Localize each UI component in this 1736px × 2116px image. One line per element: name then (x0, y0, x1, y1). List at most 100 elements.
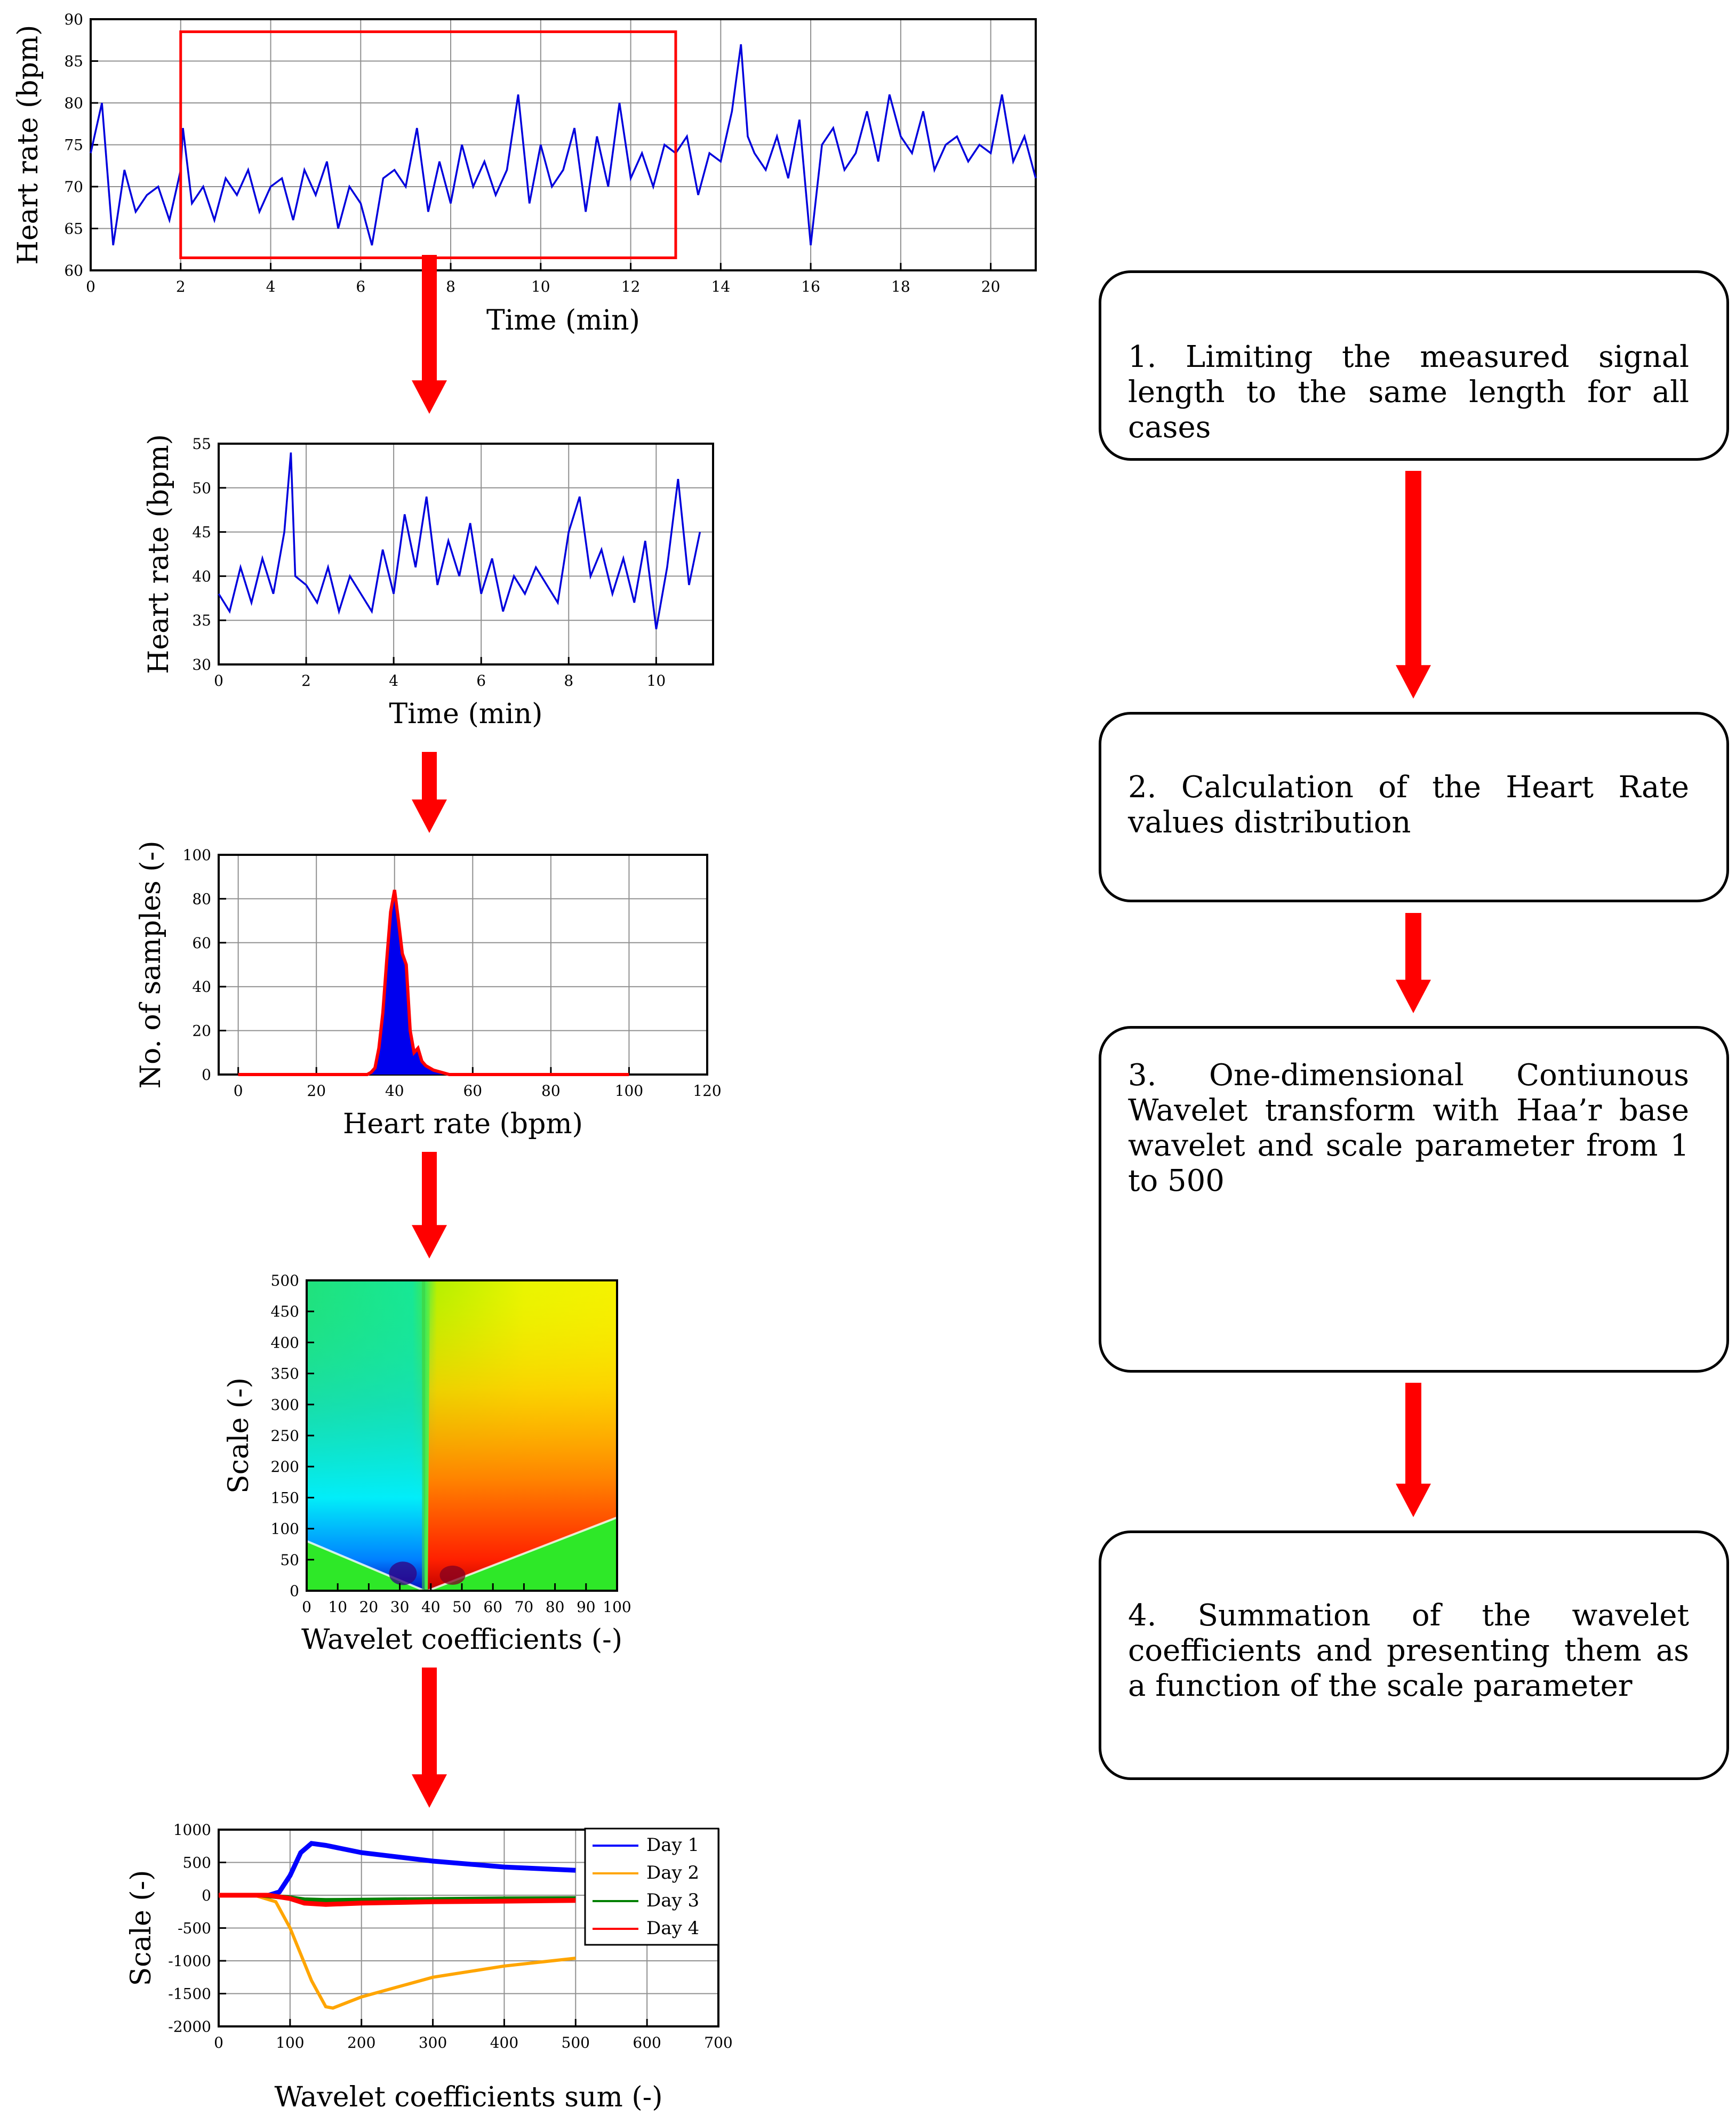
y-tick-label: 500 (271, 1272, 299, 1289)
x-tick-label: 90 (577, 1598, 596, 1616)
step-3-box: 3. One-dimensional Contiunous Wavelet tr… (1099, 1026, 1729, 1373)
plot-frame (218, 443, 714, 666)
x-tick-label: 100 (615, 1082, 643, 1100)
x-tick-label: 4 (389, 672, 398, 690)
y-axis-label: Heart rate (bpm) (143, 434, 175, 674)
legend-label: Day 1 (646, 1834, 699, 1856)
chart-full-heart-rate: 0 2 4 6 8 10 12 14 16 18 20 60 65 70 75 80 85 90 Time (min… (12, 11, 1037, 336)
y-tick-label: 75 (64, 137, 83, 154)
x-tick-label: 20 (307, 1082, 326, 1100)
legend-label: Day 2 (646, 1862, 699, 1883)
legend-box (584, 1828, 719, 1946)
step-4-box: 4. Summation of the wavelet coefficients… (1099, 1530, 1729, 1780)
legend-label: Day 3 (646, 1890, 699, 1911)
chart-distribution: 0 20 40 60 80 100 120 0 20 40 60 80 100 Heart rate (b… (135, 840, 722, 1140)
x-axis-label: Time (min) (389, 698, 543, 730)
x-tick-label: 40 (421, 1598, 441, 1616)
chart-cwt-heatmap: 0 10 20 30 40 50 60 70 80 90 100 0 50 100 150 200 250 300… (223, 1272, 631, 1656)
x-tick-label: 400 (490, 2034, 518, 2051)
x-tick-label: 80 (546, 1598, 565, 1616)
y-tick-label: -500 (178, 1920, 211, 1937)
x-tick-label: 20 (359, 1598, 379, 1616)
y-tick-label: 55 (192, 435, 211, 453)
heatmap-negative-region (307, 1280, 425, 1591)
x-tick-label: 0 (214, 2034, 223, 2051)
y-tick-label: 350 (271, 1365, 299, 1383)
x-tick-label: 60 (463, 1082, 482, 1100)
arrow-left-3-head (412, 1225, 447, 1259)
y-axis-label: Scale (-) (125, 1870, 157, 1986)
x-tick-label: 0 (214, 672, 223, 690)
y-tick-label: 150 (271, 1489, 299, 1506)
x-tick-label: 10 (531, 278, 550, 295)
y-tick-label: 0 (202, 1887, 211, 1904)
y-tick-label: 30 (192, 656, 211, 674)
x-axis-label: Wavelet coefficients (-) (301, 1624, 622, 1656)
x-tick-label: 70 (515, 1598, 534, 1616)
x-tick-label: 6 (476, 672, 486, 690)
arrow-right-2-head (1396, 980, 1431, 1013)
y-axis-label: Heart rate (bpm) (12, 25, 44, 265)
heatmap-maximum (439, 1565, 466, 1585)
x-tick-label: 700 (704, 2034, 732, 2051)
x-tick-label: 2 (176, 278, 186, 295)
y-tick-label: 40 (192, 567, 211, 585)
x-tick-label: 200 (347, 2034, 375, 2051)
arrow-left-4-shaft (422, 1668, 437, 1776)
x-tick-label: 60 (483, 1598, 502, 1616)
x-tick-label: 50 (452, 1598, 471, 1616)
y-tick-label: 1000 (173, 1821, 211, 1839)
arrow-left-1-shaft (422, 255, 437, 382)
x-axis-label: Heart rate (bpm) (343, 1108, 583, 1140)
x-tick-label: 6 (356, 278, 365, 295)
x-tick-label: 300 (419, 2034, 447, 2051)
x-tick-label: 4 (266, 278, 276, 295)
x-tick-label: 10 (647, 672, 666, 690)
step-2-box: 2. Calculation of the Heart Rate values … (1099, 712, 1729, 902)
y-tick-label: 60 (192, 934, 211, 952)
y-tick-label: 40 (192, 978, 211, 996)
x-tick-label: 80 (541, 1082, 561, 1100)
y-tick-label: 60 (64, 262, 83, 279)
x-tick-label: 2 (301, 672, 311, 690)
y-tick-label: 300 (271, 1396, 299, 1414)
x-tick-label: 14 (711, 278, 731, 295)
y-tick-label: 65 (64, 220, 83, 238)
arrow-left-2-head (412, 799, 447, 833)
step-1-box: 1. Limiting the measured signal length t… (1099, 270, 1729, 461)
x-tick-label: 0 (302, 1598, 311, 1616)
x-tick-label: 8 (564, 672, 573, 690)
y-tick-label: -1000 (168, 1952, 211, 1970)
chart-cropped-heart-rate: 0 2 4 6 8 10 30 35 40 45 50 55 Time (min) Heart rate … (143, 434, 714, 730)
x-tick-label: 500 (562, 2034, 590, 2051)
y-tick-label: 50 (280, 1551, 299, 1569)
x-tick-label: 600 (633, 2034, 661, 2051)
x-tick-label: 16 (801, 278, 820, 295)
arrow-right-3-head (1396, 1484, 1431, 1517)
x-axis-label: Wavelet coefficients sum (-) (275, 2081, 663, 2113)
y-tick-label: 45 (192, 524, 211, 541)
arrow-left-1-head (412, 380, 447, 414)
y-tick-label: -1500 (168, 1985, 211, 2003)
arrow-right-2-shaft (1405, 913, 1421, 981)
distribution-area (238, 889, 629, 1075)
arrow-left-2-shaft (422, 752, 437, 801)
x-tick-label: 100 (276, 2034, 304, 2051)
x-tick-label: 30 (390, 1598, 410, 1616)
y-tick-label: 80 (192, 890, 211, 908)
x-tick-label: 8 (446, 278, 455, 295)
y-axis-label: No. of samples (-) (135, 840, 167, 1088)
y-tick-label: 0 (202, 1066, 211, 1084)
step-2-text: 2. Calculation of the Heart Rate values … (1128, 770, 1689, 840)
distribution-outline (238, 889, 629, 1076)
heatmap-positive-region (428, 1280, 617, 1591)
y-tick-label: 50 (192, 479, 211, 497)
y-tick-label: 500 (183, 1854, 211, 1872)
legend-label: Day 4 (646, 1918, 699, 1939)
series-day-1 (219, 1841, 576, 1898)
y-tick-label: 70 (64, 178, 83, 196)
y-tick-label: 100 (183, 846, 211, 864)
arrow-left-4-head (412, 1774, 447, 1808)
plot-frame (218, 854, 708, 1076)
y-tick-label: 250 (271, 1427, 299, 1445)
